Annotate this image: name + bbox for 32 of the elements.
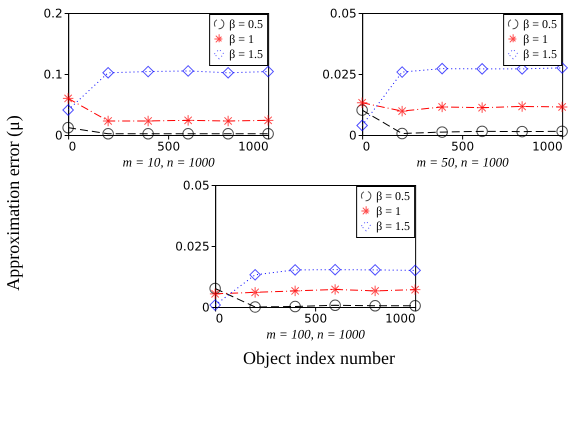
legend-label: β = 1.5 <box>229 47 264 61</box>
x-tick-label: 500 <box>157 140 180 154</box>
x-axis-title: m = 100, n = 1000 <box>266 326 366 342</box>
x-tick-label: 500 <box>304 312 328 326</box>
x-tick-label: 500 <box>451 140 474 154</box>
y-tick-label: 0.025 <box>175 240 210 254</box>
y-axis-title: Approximation error (μ) <box>3 115 23 291</box>
y-tick-label: 0.025 <box>322 68 357 82</box>
x-tick-label: 0 <box>362 140 370 154</box>
y-tick-label: 0 <box>54 128 63 142</box>
y-tick-label: 0 <box>348 128 357 142</box>
legend-label: β = 1.5 <box>376 219 410 233</box>
legend-label: β = 1 <box>229 32 254 46</box>
y-tick-label: 0.1 <box>44 68 63 82</box>
y-tick-label: 0.05 <box>330 6 357 20</box>
legend-label: β = 0.5 <box>523 17 558 31</box>
legend-label: β = 0.5 <box>376 189 410 203</box>
x-tick-label: 1000 <box>385 312 416 326</box>
legend-label: β = 1 <box>376 204 402 218</box>
x-axis-title: m = 50, n = 1000 <box>416 154 510 170</box>
x-tick-label: 0 <box>216 312 224 326</box>
x-tick-label: 1000 <box>532 140 563 154</box>
x-axis-title: m = 10, n = 1000 <box>122 154 216 170</box>
legend-label: β = 1.5 <box>523 47 558 61</box>
x-tick-label: 0 <box>68 140 76 154</box>
y-tick-label: 0.05 <box>182 178 210 192</box>
x-tick-label: 1000 <box>238 140 269 154</box>
legend-label: β = 0.5 <box>229 17 264 31</box>
y-tick-label: 0 <box>202 300 210 314</box>
legend-label: β = 1 <box>523 32 548 46</box>
text: Object index number <box>243 348 395 368</box>
y-tick-label: 0.2 <box>44 6 63 20</box>
